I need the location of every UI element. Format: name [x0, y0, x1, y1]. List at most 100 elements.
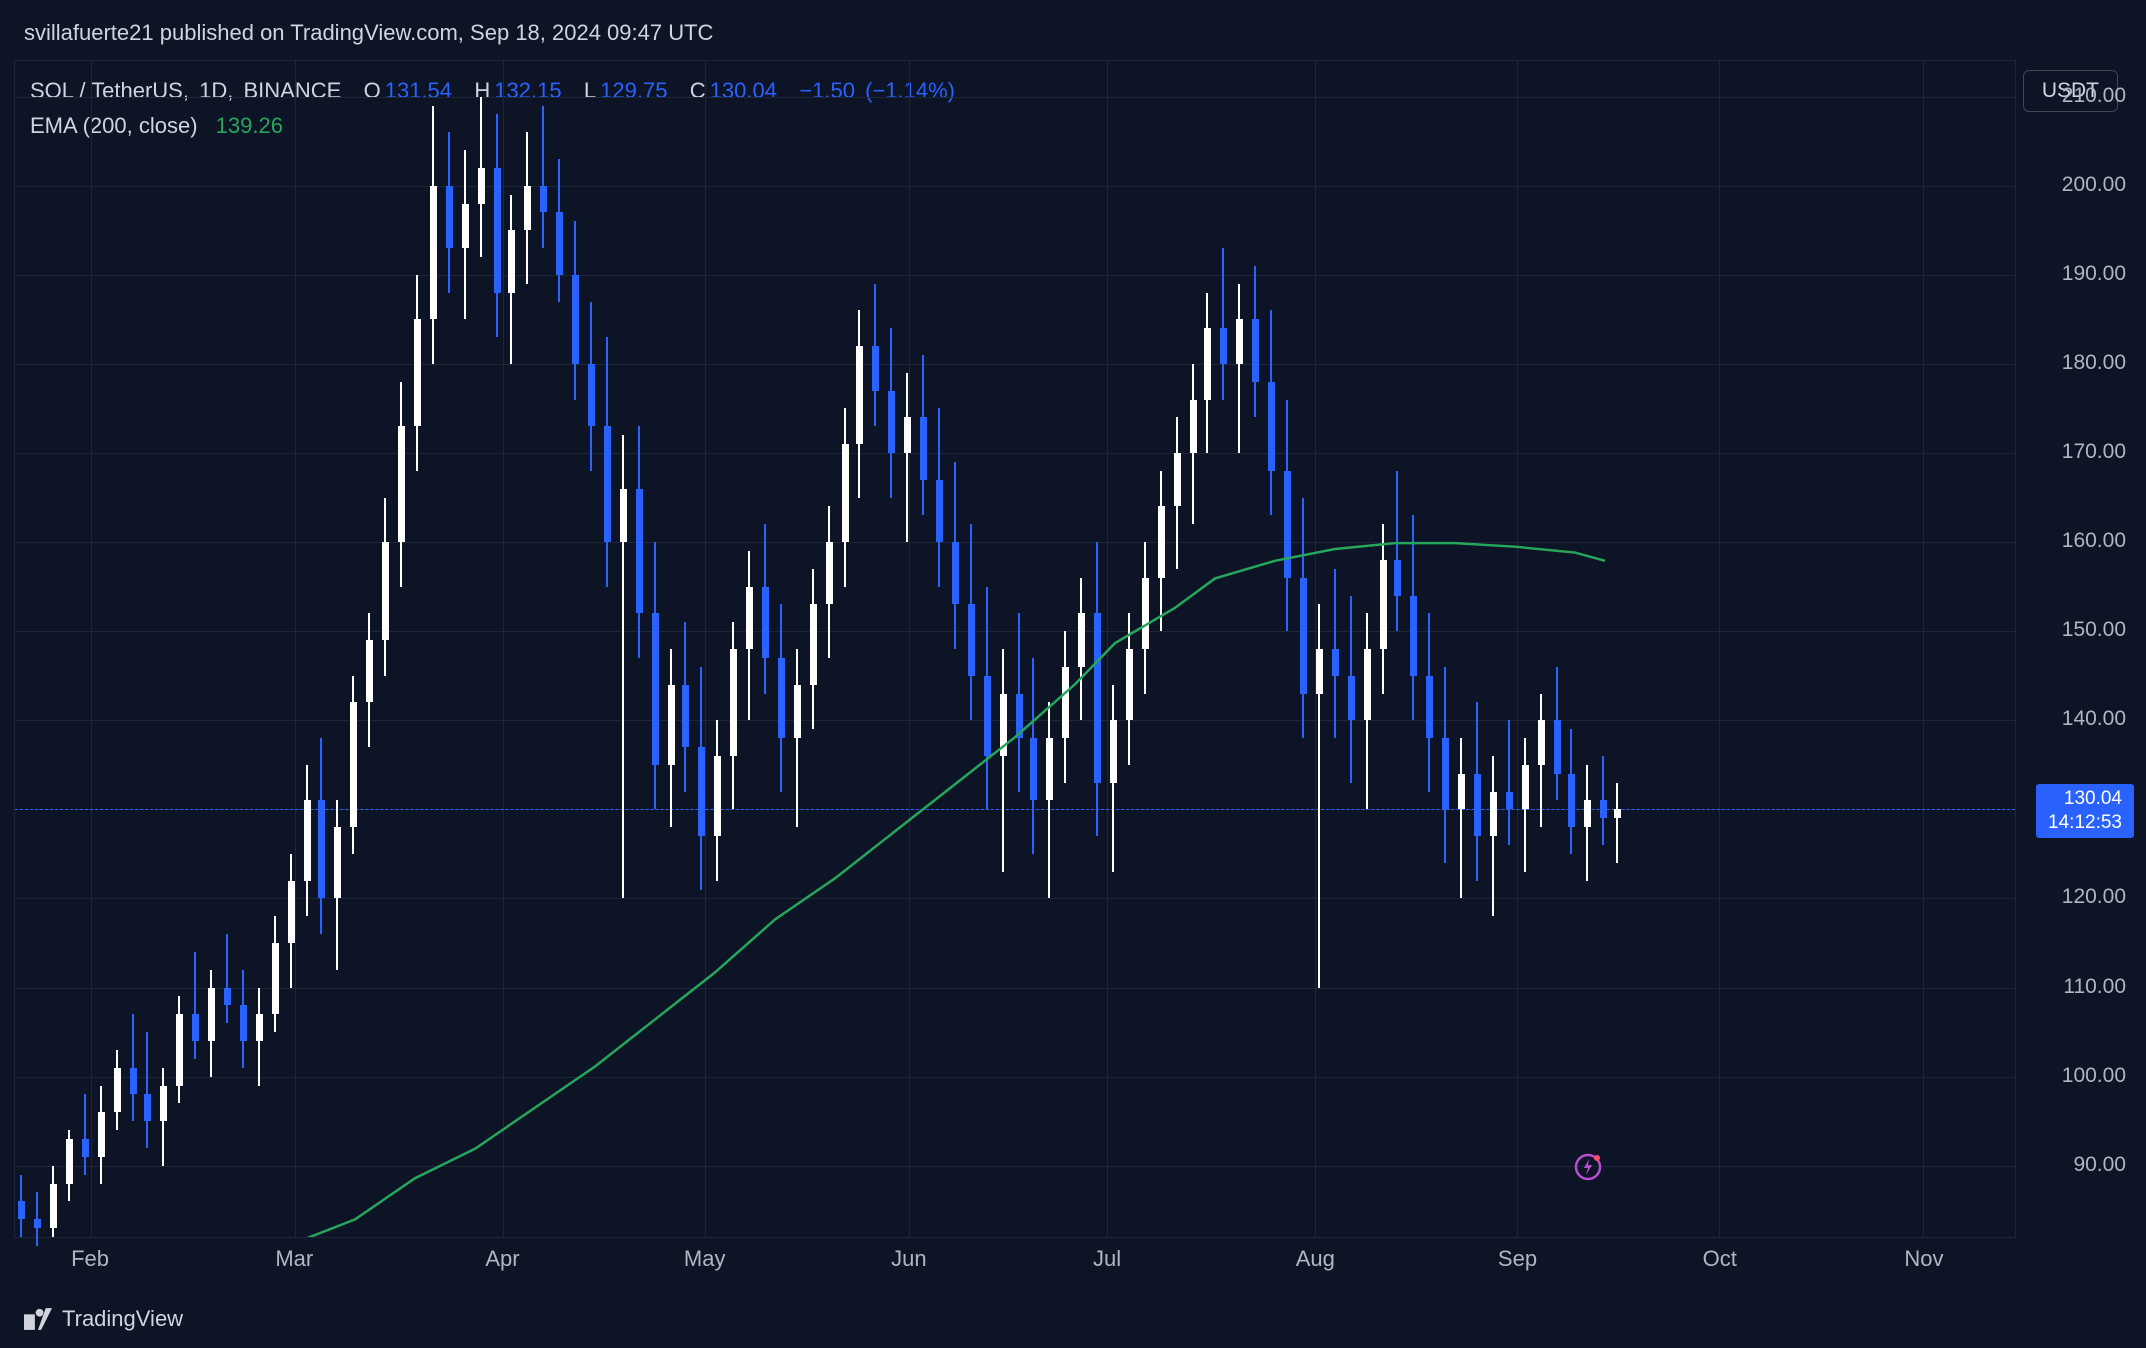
candle-body — [872, 346, 879, 391]
candle-body — [1522, 765, 1529, 810]
candle-wick — [1396, 471, 1398, 631]
candle-body — [382, 542, 389, 640]
candle-body — [636, 489, 643, 614]
candle-body — [936, 480, 943, 542]
gridline-v — [91, 61, 92, 1237]
candle-body — [208, 988, 215, 1041]
candle-body — [366, 640, 373, 702]
candle-body — [1410, 596, 1417, 676]
y-tick-label: 210.00 — [2062, 84, 2126, 108]
candle-body — [668, 685, 675, 765]
candle-body — [1190, 400, 1197, 453]
candle-body — [1506, 792, 1513, 810]
candle-wick — [1492, 756, 1494, 916]
gridline-h — [15, 898, 2015, 899]
gridline-v — [1107, 61, 1108, 1237]
candle-wick — [1460, 738, 1462, 898]
candle-body — [1458, 774, 1465, 810]
candle-body — [50, 1184, 57, 1229]
candle-body — [540, 186, 547, 213]
candle-wick — [1238, 284, 1240, 453]
candle-body — [620, 489, 627, 542]
candle-body — [1126, 649, 1133, 720]
gridline-h — [15, 1077, 2015, 1078]
candle-body — [888, 391, 895, 453]
x-axis[interactable]: FebMarAprMayJunJulAugSepOctNov — [14, 1242, 2016, 1278]
candle-body — [1568, 774, 1575, 827]
candle-body — [1016, 694, 1023, 739]
y-tick-label: 110.00 — [2063, 975, 2126, 999]
candle-body — [762, 587, 769, 658]
candle-body — [746, 587, 753, 649]
ema-line — [15, 61, 2015, 1237]
gridline-v — [909, 61, 910, 1237]
candle-body — [66, 1139, 73, 1184]
candle-body — [842, 444, 849, 542]
y-tick-label: 90.00 — [2073, 1153, 2126, 1177]
candle-wick — [1222, 248, 1224, 399]
candle-wick — [1048, 702, 1050, 898]
candle-body — [1538, 720, 1545, 765]
candle-body — [1348, 676, 1355, 721]
candle-body — [82, 1139, 89, 1157]
candle-body — [508, 230, 515, 292]
x-tick-label: Apr — [485, 1246, 519, 1272]
candle-body — [256, 1014, 263, 1041]
x-tick-label: Feb — [71, 1246, 109, 1272]
gridline-h — [15, 542, 2015, 543]
candle-body — [1062, 667, 1069, 738]
x-tick-label: Jun — [891, 1246, 926, 1272]
candle-wick — [906, 373, 908, 542]
price-tag-countdown: 14:12:53 — [2048, 811, 2122, 835]
gridline-h — [15, 364, 2015, 365]
candle-body — [968, 604, 975, 675]
x-tick-label: Mar — [275, 1246, 313, 1272]
candle-body — [318, 800, 325, 898]
gridline-v — [503, 61, 504, 1237]
candle-body — [1158, 506, 1165, 577]
candle-body — [524, 186, 531, 231]
candle-body — [682, 685, 689, 747]
candle-body — [1380, 560, 1387, 649]
candle-body — [272, 943, 279, 1014]
event-flash-icon[interactable] — [1573, 1152, 1603, 1187]
tradingview-logo-icon — [24, 1308, 52, 1330]
candle-wick — [542, 106, 544, 249]
candle-body — [904, 417, 911, 453]
x-tick-label: Oct — [1703, 1246, 1737, 1272]
candle-body — [1490, 792, 1497, 837]
gridline-h — [15, 1166, 2015, 1167]
candle-body — [1554, 720, 1561, 773]
current-price-line — [15, 809, 2015, 810]
candle-body — [856, 346, 863, 444]
price-tag: 130.0414:12:53 — [2036, 784, 2134, 838]
candle-body — [114, 1068, 121, 1113]
y-tick-label: 190.00 — [2062, 262, 2126, 286]
candle-body — [1268, 382, 1275, 471]
x-tick-label: Sep — [1498, 1246, 1537, 1272]
candle-wick — [226, 934, 228, 1023]
candle-body — [794, 685, 801, 738]
gridline-h — [15, 988, 2015, 989]
y-tick-label: 170.00 — [2062, 440, 2126, 464]
y-axis[interactable]: 90.00100.00110.00120.00130.00140.00150.0… — [2019, 60, 2134, 1238]
candle-wick — [146, 1032, 148, 1148]
candle-body — [304, 800, 311, 880]
candle-body — [952, 542, 959, 604]
gridline-h — [15, 631, 2015, 632]
candle-body — [240, 1005, 247, 1041]
candle-body — [34, 1219, 41, 1228]
candle-wick — [194, 952, 196, 1059]
candle-wick — [796, 649, 798, 827]
candle-body — [1426, 676, 1433, 738]
candle-body — [1584, 800, 1591, 827]
price-chart[interactable] — [14, 60, 2016, 1238]
candle-body — [1284, 471, 1291, 578]
candle-body — [192, 1014, 199, 1041]
y-tick-label: 150.00 — [2062, 618, 2126, 642]
gridline-v — [295, 61, 296, 1237]
x-tick-label: Aug — [1296, 1246, 1335, 1272]
candle-body — [160, 1086, 167, 1122]
candle-body — [984, 676, 991, 756]
candle-body — [1142, 578, 1149, 649]
